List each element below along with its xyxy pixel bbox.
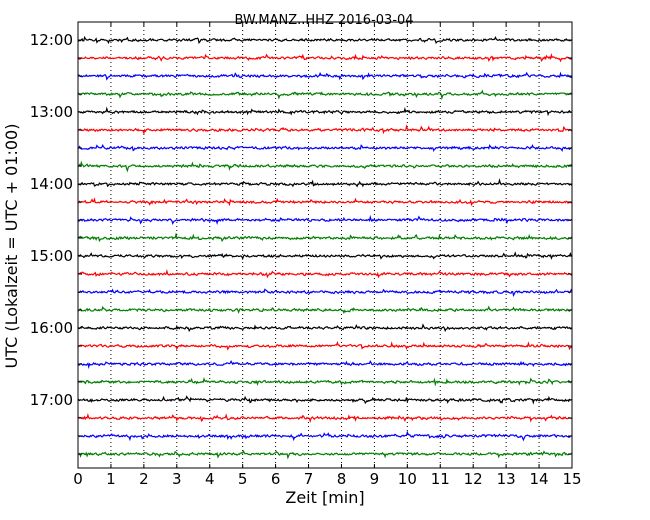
x-tick-label: 7 xyxy=(304,470,314,488)
trace-line xyxy=(77,232,573,243)
y-tick-labels: 12:00 13:00 14:00 15:00 16:00 17:00 xyxy=(30,31,73,409)
x-tick-label: 8 xyxy=(337,470,347,488)
chart-title: BW.MANZ..HHZ 2016-03-04 xyxy=(234,13,413,28)
x-tick-label: 2 xyxy=(139,470,149,488)
trace-line xyxy=(77,449,573,460)
y-tick-label: 17:00 xyxy=(30,391,73,409)
y-tick-label: 12:00 xyxy=(30,31,73,49)
trace-line xyxy=(77,413,573,424)
axis-ticks xyxy=(77,22,573,468)
x-tick-label: 1 xyxy=(106,470,116,488)
x-tick-label: 15 xyxy=(562,470,581,488)
y-tick-label: 15:00 xyxy=(30,247,73,265)
y-axis-label: UTC (Lokalzeit = UTC + 01:00) xyxy=(2,124,21,369)
x-tick-label: 3 xyxy=(172,470,182,488)
x-tick-label: 4 xyxy=(205,470,215,488)
trace-line xyxy=(77,269,573,279)
trace-line xyxy=(77,106,573,117)
trace-line xyxy=(77,214,573,226)
trace-line xyxy=(77,430,573,442)
trace-line xyxy=(77,71,573,81)
trace-line xyxy=(77,359,573,370)
x-tick-label: 14 xyxy=(530,470,549,488)
x-tick-label: 6 xyxy=(271,470,281,488)
trace-line xyxy=(77,197,573,207)
trace-line xyxy=(77,288,573,298)
x-tick-label: 11 xyxy=(431,470,450,488)
trace-line xyxy=(77,377,573,387)
trace-line xyxy=(77,251,573,261)
x-tick-label: 9 xyxy=(370,470,380,488)
y-tick-label: 14:00 xyxy=(30,175,73,193)
x-tick-label: 0 xyxy=(73,470,83,488)
trace-line xyxy=(77,143,573,152)
trace-line xyxy=(77,52,573,63)
y-tick-label: 13:00 xyxy=(30,103,73,121)
grid-lines xyxy=(110,22,540,468)
x-tick-labels: 0 1 2 3 4 5 6 7 8 9 10 11 12 13 14 15 xyxy=(73,470,581,488)
trace-lines xyxy=(77,35,573,460)
trace-line xyxy=(77,177,573,188)
trace-line xyxy=(77,160,573,173)
trace-line xyxy=(77,341,573,351)
trace-line xyxy=(77,395,573,405)
trace-line xyxy=(77,89,573,101)
y-tick-label: 16:00 xyxy=(30,319,73,337)
x-tick-label: 10 xyxy=(398,470,417,488)
trace-line xyxy=(77,305,573,315)
trace-line xyxy=(77,323,573,333)
x-tick-label: 5 xyxy=(238,470,248,488)
x-axis-label: Zeit [min] xyxy=(285,488,364,507)
plot-frame xyxy=(77,21,573,469)
trace-line xyxy=(77,35,573,45)
x-tick-label: 13 xyxy=(497,470,516,488)
x-tick-label: 12 xyxy=(464,470,483,488)
trace-line xyxy=(77,124,573,136)
